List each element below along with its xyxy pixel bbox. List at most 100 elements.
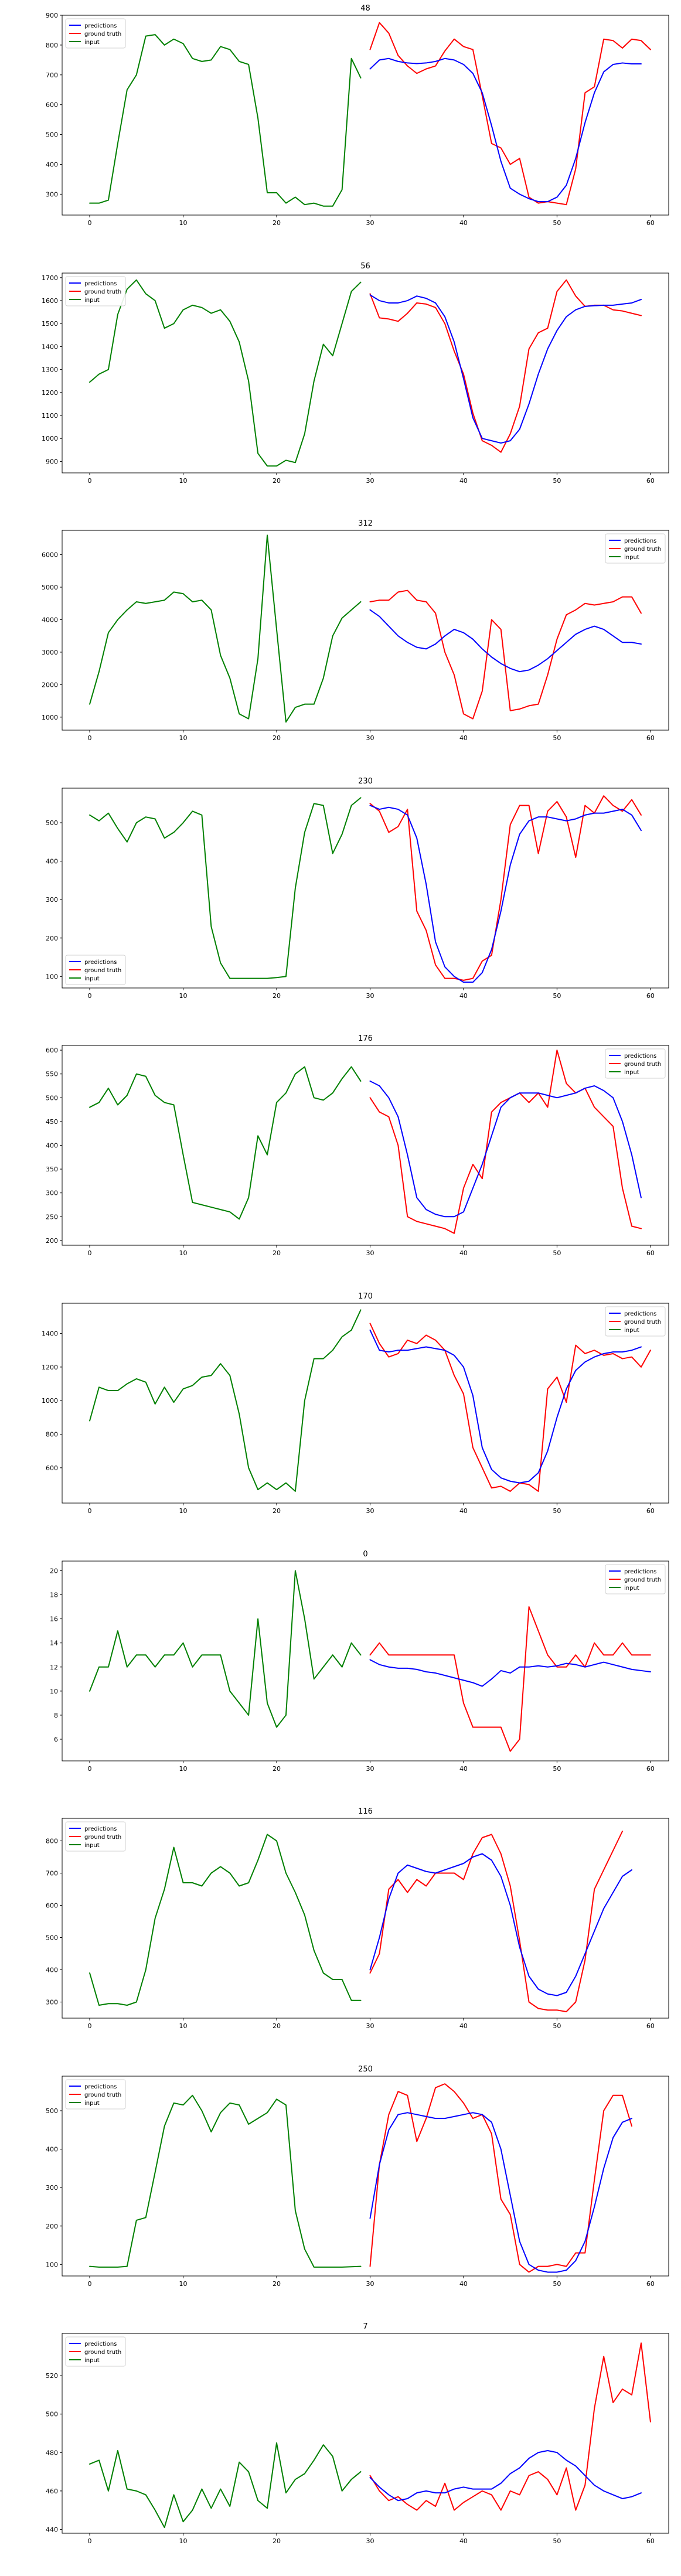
x-tick-label: 30: [366, 2022, 374, 2030]
y-tick-label: 500: [46, 2411, 58, 2418]
chart-title: 48: [360, 4, 370, 13]
chart-panel-9: 7 0 10 20 30 40 50 60 440 460 480 500 520 predictions…: [46, 2322, 669, 2545]
chart-panel-3: 230 0 10 20 30 40 50 60 100 200 300 400 500 predictio…: [46, 777, 669, 1000]
legend-box: [605, 533, 666, 564]
y-tick-label: 900: [46, 458, 58, 465]
x-tick-label: 20: [273, 477, 281, 485]
x-tick-label: 50: [553, 992, 561, 1000]
chart-panel-2: 312 0 10 20 30 40 50 60 1000 2000 3000 4000 5000 6000…: [42, 519, 669, 742]
x-tick-label: 10: [179, 219, 188, 227]
plot-frame: [62, 1818, 669, 2019]
y-tick-label: 300: [46, 1999, 58, 2006]
y-tick-label: 250: [46, 1213, 58, 1221]
series-line-input: [89, 2094, 362, 2268]
legend-label: ground truth: [624, 1577, 661, 1583]
series-line-ground-truth: [369, 590, 642, 720]
chart-title: 230: [358, 777, 373, 786]
series-line-ground-truth: [369, 1050, 642, 1234]
legend-box: [65, 2336, 126, 2367]
legend-label: predictions: [84, 959, 117, 966]
y-tick-label: 5000: [42, 584, 58, 591]
chart-title: 116: [358, 1807, 373, 1816]
y-tick-label: 700: [46, 71, 58, 79]
x-tick-label: 10: [179, 1507, 188, 1515]
x-tick-label: 60: [646, 1507, 655, 1515]
y-tick-label: 500: [46, 819, 58, 827]
y-tick-label: 200: [46, 1237, 58, 1245]
y-tick-label: 1500: [42, 320, 58, 328]
y-tick-label: 400: [46, 1142, 58, 1150]
x-tick-label: 40: [459, 1507, 468, 1515]
x-tick-label: 50: [553, 1765, 561, 1773]
y-tick-label: 600: [46, 1902, 58, 1910]
series-line-predictions: [369, 2450, 642, 2502]
x-tick-label: 40: [459, 219, 468, 227]
legend-box: [65, 1821, 126, 1852]
series-line-input: [89, 34, 362, 207]
series-line-predictions: [369, 1329, 642, 1484]
y-tick-label: 18: [50, 1592, 58, 1599]
y-tick-label: 700: [46, 1870, 58, 1878]
y-tick-label: 100: [46, 973, 58, 980]
x-tick-label: 40: [459, 2022, 468, 2030]
x-tick-label: 10: [179, 2280, 188, 2288]
series-line-predictions: [369, 1853, 633, 1996]
y-tick-label: 480: [46, 2449, 58, 2456]
y-tick-label: 300: [46, 2184, 58, 2192]
chart-title: 176: [358, 1034, 373, 1043]
legend-label: predictions: [624, 1569, 656, 1575]
series-line-predictions: [369, 1659, 651, 1687]
x-tick-label: 30: [366, 992, 374, 1000]
y-tick-label: 20: [50, 1567, 58, 1575]
y-tick-label: 1000: [42, 1397, 58, 1405]
x-tick-label: 20: [273, 734, 281, 742]
chart-panel-0: 48 0 10 20 30 40 50 60 300 400 500 600 700 800 900 pred…: [46, 4, 669, 227]
x-tick-label: 50: [553, 219, 561, 227]
x-tick-label: 60: [646, 734, 655, 742]
x-tick-label: 50: [553, 2022, 561, 2030]
x-tick-label: 20: [273, 1507, 281, 1515]
legend-label: predictions: [84, 2084, 117, 2090]
x-tick-label: 60: [646, 2537, 655, 2545]
plot-frame: [62, 788, 669, 989]
y-tick-label: 100: [46, 2261, 58, 2268]
x-tick-label: 60: [646, 1765, 655, 1773]
series-line-ground-truth: [369, 1323, 651, 1492]
chart-title: 170: [358, 1292, 373, 1301]
y-tick-label: 2000: [42, 681, 58, 689]
x-tick-label: 40: [459, 477, 468, 485]
y-tick-label: 400: [46, 858, 58, 866]
x-tick-label: 50: [553, 477, 561, 485]
x-tick-label: 20: [273, 1765, 281, 1773]
legend-label: input: [624, 554, 639, 561]
legend-label: input: [84, 976, 100, 982]
y-tick-label: 800: [46, 1838, 58, 1845]
y-tick-label: 8: [54, 1712, 58, 1719]
chart-panel-6: 0 0 10 20 30 40 50 60 6 8 10 12 14 16 18 20 predictions g…: [50, 1550, 669, 1773]
x-tick-label: 30: [366, 219, 374, 227]
legend-box: [65, 955, 126, 985]
y-tick-label: 800: [46, 42, 58, 49]
y-tick-label: 1000: [42, 435, 58, 442]
x-tick-label: 50: [553, 734, 561, 742]
x-tick-label: 20: [273, 2537, 281, 2545]
legend-label: input: [84, 2100, 100, 2107]
series-line-input: [89, 1834, 362, 2006]
x-tick-label: 10: [179, 477, 188, 485]
y-tick-label: 400: [46, 2146, 58, 2154]
x-tick-label: 30: [366, 734, 374, 742]
y-tick-label: 10: [50, 1688, 58, 1695]
y-tick-label: 1400: [42, 343, 58, 350]
x-tick-label: 0: [88, 2537, 92, 2545]
y-tick-label: 1300: [42, 366, 58, 374]
chart-title: 0: [363, 1550, 367, 1559]
y-tick-label: 200: [46, 935, 58, 942]
series-line-ground-truth: [369, 2342, 651, 2511]
y-tick-label: 800: [46, 1431, 58, 1439]
y-tick-label: 1600: [42, 297, 58, 305]
y-tick-label: 300: [46, 896, 58, 904]
